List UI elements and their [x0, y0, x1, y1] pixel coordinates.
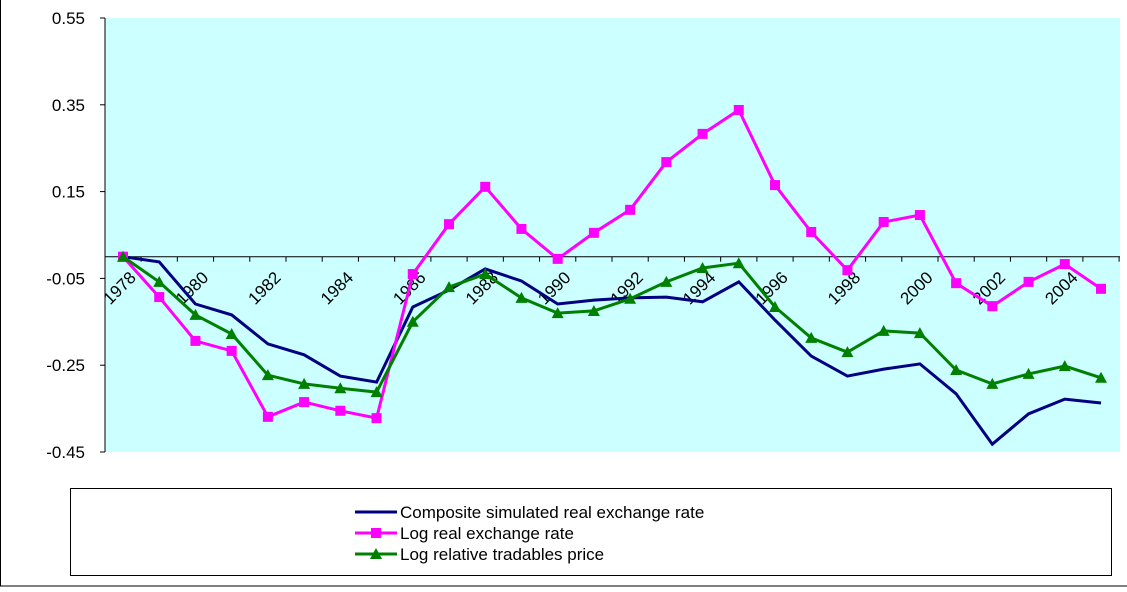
point	[698, 129, 708, 139]
y-tick-label: -0.25	[46, 356, 85, 375]
point	[154, 292, 164, 302]
point	[553, 254, 563, 264]
point	[987, 301, 997, 311]
point	[770, 180, 780, 190]
legend-label: Log relative tradables price	[400, 545, 604, 564]
point	[516, 224, 526, 234]
legend-label: Log real exchange rate	[400, 524, 574, 543]
point	[625, 205, 635, 215]
point	[408, 269, 418, 279]
point	[1096, 284, 1106, 294]
point	[1060, 259, 1070, 269]
point	[190, 336, 200, 346]
point	[1024, 277, 1034, 287]
point	[299, 397, 309, 407]
point	[444, 219, 454, 229]
y-tick-label: -0.45	[46, 443, 85, 462]
y-tick-label: 0.15	[52, 183, 85, 202]
y-tick-label: 0.35	[52, 96, 85, 115]
point	[372, 413, 382, 423]
point	[335, 406, 345, 416]
point	[915, 210, 925, 220]
y-tick-label: 0.55	[52, 9, 85, 28]
point	[951, 278, 961, 288]
point	[480, 182, 490, 192]
point	[879, 217, 889, 227]
point	[842, 265, 852, 275]
point	[734, 105, 744, 115]
point	[589, 228, 599, 238]
point	[263, 412, 273, 422]
point	[227, 346, 237, 356]
legend-label: Composite simulated real exchange rate	[400, 503, 704, 522]
legend-marker	[371, 528, 381, 538]
y-tick-label: -0.05	[46, 269, 85, 288]
point	[661, 157, 671, 167]
plot-area	[105, 18, 1120, 452]
point	[806, 227, 816, 237]
